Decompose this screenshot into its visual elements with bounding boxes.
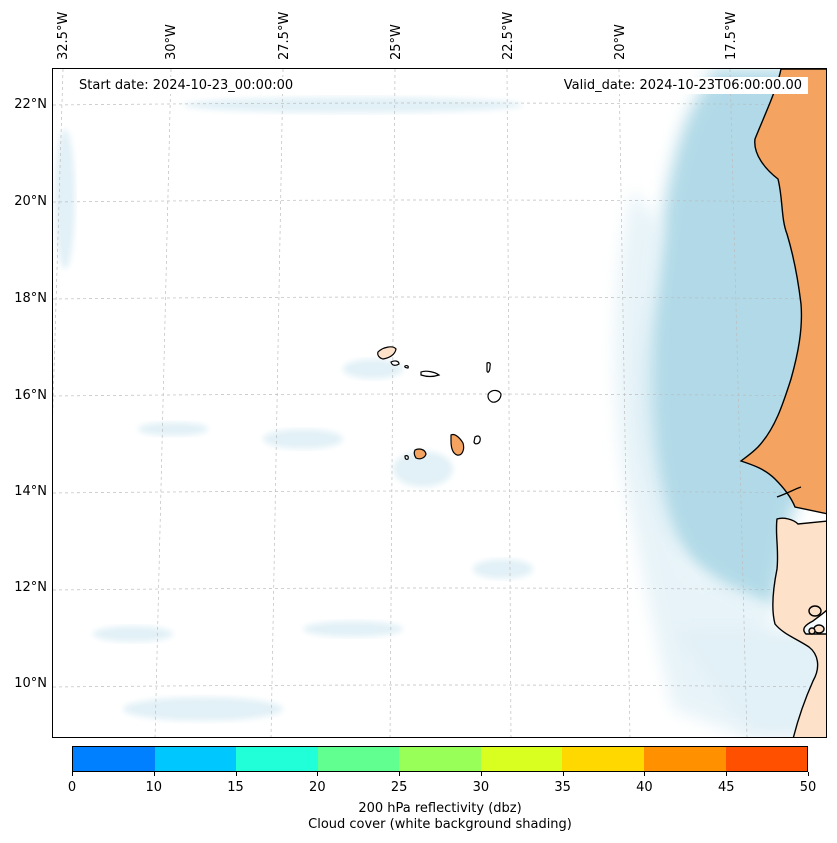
colorbar-segment — [399, 747, 481, 771]
lat-label: 18°N — [14, 291, 47, 306]
cloud-patch-south-d — [303, 621, 403, 637]
lat-label: 12°N — [14, 580, 47, 595]
colorbar-tick-label: 35 — [554, 780, 571, 795]
colorbar-tick — [317, 772, 319, 776]
map-canvas — [53, 69, 826, 737]
parallel-20n — [53, 199, 826, 203]
colorbar-tick-label: 40 — [636, 780, 653, 795]
island-sal — [486, 362, 491, 373]
lat-label: 14°N — [14, 484, 47, 499]
colorbar — [72, 746, 808, 772]
lon-label: 22.5°W — [501, 11, 516, 60]
colorbar-segment — [480, 747, 563, 771]
cloud-cover-shading — [55, 69, 826, 737]
colorbar-tick-label: 30 — [472, 780, 490, 795]
colorbar-tick — [153, 772, 155, 776]
lon-label: 25°W — [389, 24, 404, 60]
start-date-label: Start date: 2024-10-23_00:00:00 — [73, 77, 300, 94]
colorbar-tick — [726, 772, 728, 776]
colorbar-tick-label: 0 — [67, 780, 77, 795]
parallel-16n — [53, 393, 826, 397]
meridian-22-5w — [506, 69, 512, 737]
cape-verde-islands — [377, 346, 502, 460]
lon-label: 27.5°W — [277, 11, 292, 60]
island-maio — [473, 435, 481, 445]
cloud-patch-bottom-right — [673, 629, 826, 737]
colorbar-tick — [72, 772, 73, 776]
lon-label: 17.5°W — [724, 11, 739, 60]
colorbar-tick-label: 20 — [309, 780, 326, 795]
island-santo-antao — [377, 346, 397, 360]
parallel-10n — [53, 684, 826, 688]
island-boa-vista — [487, 389, 502, 403]
lat-label: 20°N — [14, 194, 47, 209]
lat-label: 22°N — [14, 97, 47, 112]
valid-date-label: Valid_date: 2024-10-23T06:00:00.00 — [557, 77, 808, 94]
meridian-17-5w — [729, 69, 748, 737]
meridian-30w — [154, 69, 172, 737]
graticule — [53, 69, 826, 737]
meridian-25w — [389, 69, 396, 737]
colorbar-caption-line1: 200 hPa reflectivity (dbz) — [358, 801, 522, 816]
meridian-27-5w — [270, 69, 284, 737]
lat-label: 10°N — [14, 676, 47, 691]
island-santiago — [450, 433, 465, 456]
island-fogo — [413, 448, 427, 460]
cloud-patch-south-c — [473, 559, 533, 579]
mauritania-senegal-land — [739, 69, 826, 515]
colorbar-segment — [562, 747, 644, 771]
cloud-patch-top — [183, 97, 523, 113]
colorbar-tick-label: 25 — [390, 780, 408, 795]
cloud-patch-south-a — [93, 626, 173, 642]
parallel-18n — [53, 296, 826, 300]
cloud-patch-mid-a — [263, 429, 343, 449]
cloud-patch-islands — [393, 451, 453, 487]
lon-label: 20°W — [613, 24, 628, 60]
colorbar-segment — [643, 747, 726, 771]
colorbar-tick-label: 45 — [717, 780, 735, 795]
bijagos-island-c — [808, 627, 816, 635]
parallel-22n — [53, 102, 826, 106]
island-sao-vicente — [390, 360, 400, 366]
colorbar-tick — [480, 772, 482, 776]
colorbar-caption: 200 hPa reflectivity (dbz) Cloud cover (… — [0, 801, 837, 833]
gambia-river — [776, 486, 802, 498]
guinea-coast-land — [772, 517, 826, 737]
african-coast — [739, 69, 826, 737]
colorbar-tick — [562, 772, 564, 776]
cloud-patch-mid-c — [343, 359, 403, 379]
parallel-14n — [53, 490, 826, 494]
colorbar-segment — [236, 747, 318, 771]
cloud-patch-south-b — [123, 697, 283, 721]
colorbar-segment — [317, 747, 400, 771]
colorbar-tick-label: 50 — [799, 780, 817, 795]
lon-label: 30°W — [164, 24, 179, 60]
colorbar-segment — [154, 747, 237, 771]
colorbar-caption-line2: Cloud cover (white background shading) — [308, 817, 572, 832]
meridian-20w — [618, 69, 631, 737]
cloud-patch-left — [55, 129, 75, 269]
colorbar-segment — [73, 747, 155, 771]
island-brava — [404, 455, 409, 460]
colorbar-tick-label: 10 — [145, 780, 163, 795]
colorbar-segment — [725, 747, 808, 771]
colorbar-tick-label: 15 — [227, 780, 244, 795]
lon-label: 32.5°W — [56, 11, 71, 60]
island-sao-nicolau — [420, 370, 441, 378]
colorbar-tick — [399, 772, 401, 776]
colorbar-tick — [235, 772, 237, 776]
lat-label: 16°N — [14, 388, 47, 403]
cloud-band-east-haze — [615, 189, 773, 737]
bijagos-island-a — [808, 605, 822, 617]
parallel-12n — [53, 587, 826, 591]
cloud-patch-mid-b — [138, 422, 208, 436]
map-panel — [52, 68, 827, 738]
colorbar-tick — [644, 772, 646, 776]
colorbar-tick — [808, 772, 809, 776]
island-santa-luzia — [404, 365, 409, 369]
